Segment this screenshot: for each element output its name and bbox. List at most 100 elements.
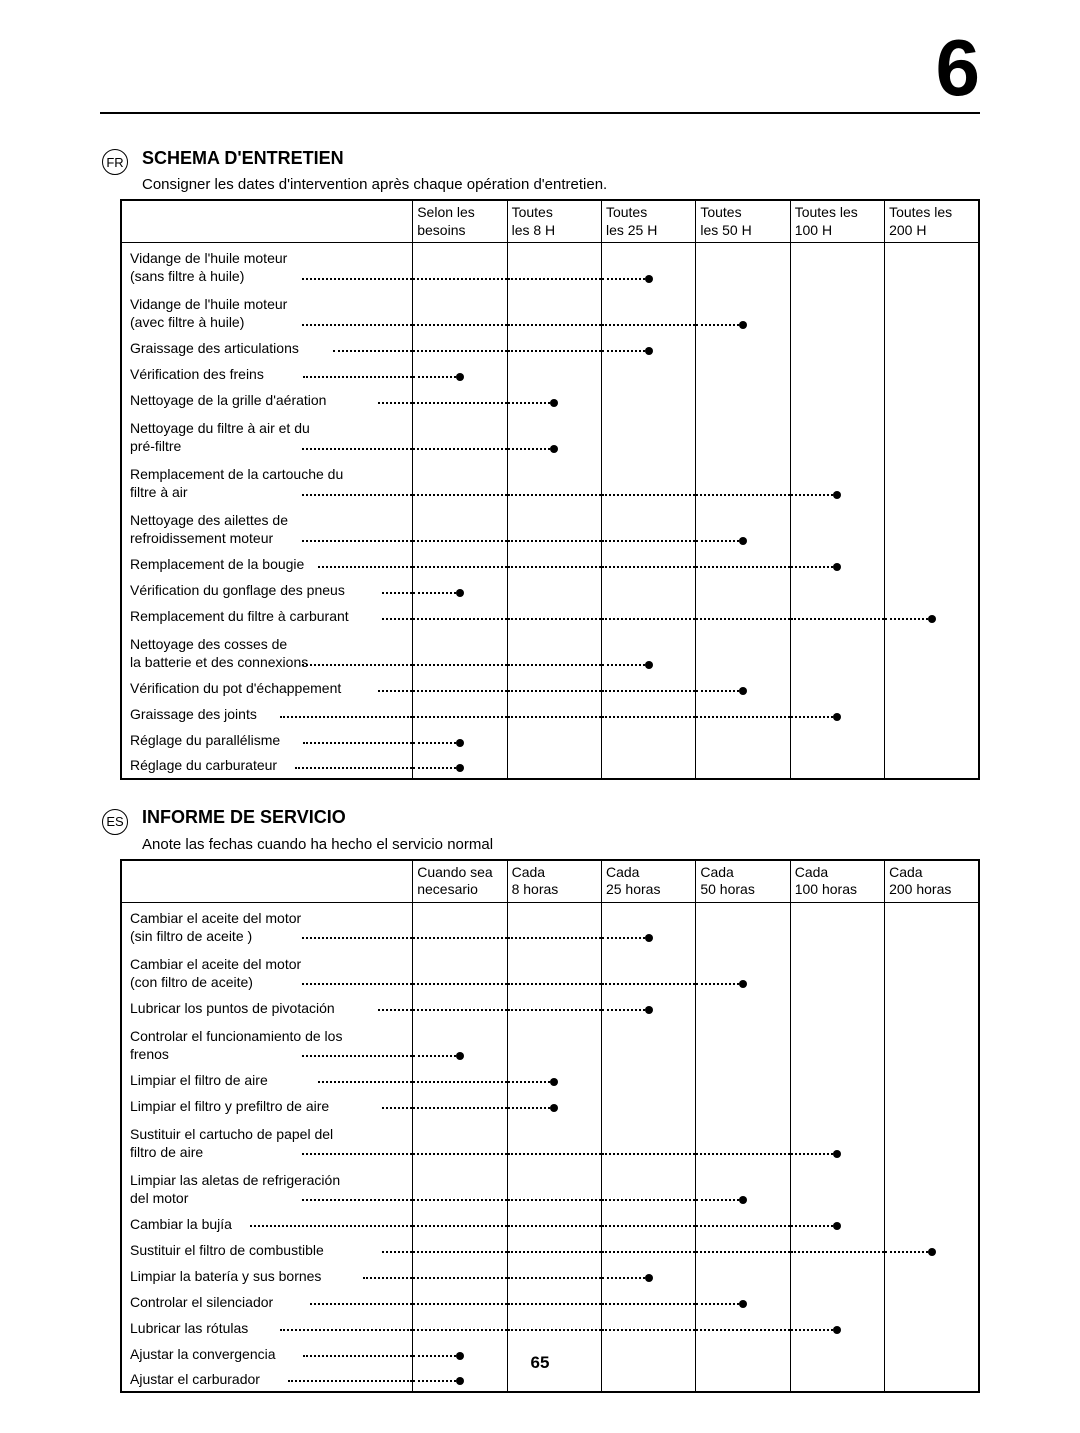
interval-cell [413,1288,507,1314]
interval-cell [790,701,884,727]
language-badge: FR [102,149,128,175]
interval-cell [601,413,695,459]
leader-dots [791,1153,838,1155]
leader-dots [413,1199,506,1201]
interval-cell [790,335,884,361]
leader-dots [413,324,506,326]
interval-cell [696,1066,790,1092]
interval-cell [413,1210,507,1236]
interval-cell [507,1118,601,1164]
interval-cell [507,335,601,361]
leader-dots [602,1329,695,1331]
column-header: Selon lesbesoins [413,200,507,243]
task-sublabel: (con filtro de aceite) [130,973,406,991]
interval-mark-icon [833,1222,841,1230]
interval-cell [885,727,979,753]
task-label: Sustituir el cartucho de papel del [130,1125,406,1143]
interval-cell [696,1314,790,1340]
task-cell: Nettoyage des ailettes derefroidissement… [121,505,413,551]
maintenance-section: ESINFORME DE SERVICIOAnote las fechas cu… [120,806,980,1394]
task-label: Réglage du carburateur [130,756,406,774]
column-header-line1: Toutes les [889,204,974,222]
section-subtitle: Consigner les dates d'intervention après… [142,176,980,193]
interval-cell [696,243,790,289]
interval-cell [413,1236,507,1262]
interval-cell [696,1118,790,1164]
leader-dots [378,1009,413,1011]
column-header-line2: les 8 H [512,222,597,240]
interval-cell [413,289,507,335]
leader-dots [413,278,506,280]
task-sublabel: (avec filtre à huile) [130,313,406,331]
task-sublabel: filtro de aire [130,1143,406,1161]
task-cell: Limpiar el filtro y prefiltro de aire [121,1092,413,1118]
leader-dots [413,690,506,692]
interval-mark-icon [739,1196,747,1204]
interval-cell [601,603,695,629]
column-header-line1: Toutes [606,204,691,222]
leader-dots [791,1225,838,1227]
table-row: Remplacement du filtre à carburant [121,603,979,629]
interval-cell [601,1164,695,1210]
interval-cell [696,701,790,727]
interval-cell [885,505,979,551]
interval-cell [885,1092,979,1118]
task-label: Nettoyage de la grille d'aération [130,391,406,409]
task-label: Lubricar los puntos de pivotación [130,999,406,1017]
leader-dots [602,1225,695,1227]
interval-cell [413,551,507,577]
interval-cell [413,1314,507,1340]
task-label: Limpiar el filtro y prefiltro de aire [130,1097,406,1115]
leader-dots [602,350,649,352]
interval-cell [507,551,601,577]
task-cell: Cambiar el aceite del motor(sin filtro d… [121,902,413,948]
interval-mark-icon [739,980,747,988]
interval-cell [885,387,979,413]
interval-cell [413,577,507,603]
interval-cell [790,289,884,335]
task-label: Controlar el funcionamiento de los [130,1027,406,1045]
task-label: Nettoyage des ailettes de [130,511,406,529]
interval-cell [507,753,601,779]
column-header: Cada25 horas [601,860,695,903]
column-header: Cada200 horas [885,860,979,903]
leader-dots [791,566,838,568]
maintenance-section: FRSCHEMA D'ENTRETIENConsigner les dates … [120,146,980,780]
interval-cell [601,335,695,361]
interval-cell [790,753,884,779]
interval-cell [885,413,979,459]
interval-cell [885,902,979,948]
leader-dots [602,1199,695,1201]
table-row: Lubricar las rótulas [121,1314,979,1340]
task-label: Cambiar la bujía [130,1215,406,1233]
interval-mark-icon [645,347,653,355]
interval-mark-icon [550,1078,558,1086]
leader-dots [508,566,601,568]
maintenance-table: Selon lesbesoinsToutesles 8 HToutesles 2… [120,199,980,780]
leader-dots [508,1153,601,1155]
interval-cell [790,994,884,1020]
task-label: Limpiar las aletas de refrigeración [130,1171,406,1189]
column-header-line1: Cada [606,864,691,882]
leader-dots [382,1107,412,1109]
leader-dots [413,1303,506,1305]
interval-mark-icon [645,934,653,942]
task-label: Lubricar las rótulas [130,1319,406,1337]
interval-mark-icon [550,1104,558,1112]
leader-dots [508,1303,601,1305]
interval-mark-icon [833,491,841,499]
interval-cell [413,1066,507,1092]
interval-cell [507,387,601,413]
interval-cell [885,459,979,505]
interval-cell [507,1066,601,1092]
leader-dots [302,664,412,666]
leader-dots [508,664,601,666]
task-cell: Limpiar las aletas de refrigeracióndel m… [121,1164,413,1210]
interval-cell [507,948,601,994]
interval-cell [790,1066,884,1092]
interval-cell [696,1164,790,1210]
task-label: Vérification du pot d'échappement [130,679,406,697]
table-row: Réglage du carburateur [121,753,979,779]
leader-dots [602,983,695,985]
leader-dots [696,1199,743,1201]
